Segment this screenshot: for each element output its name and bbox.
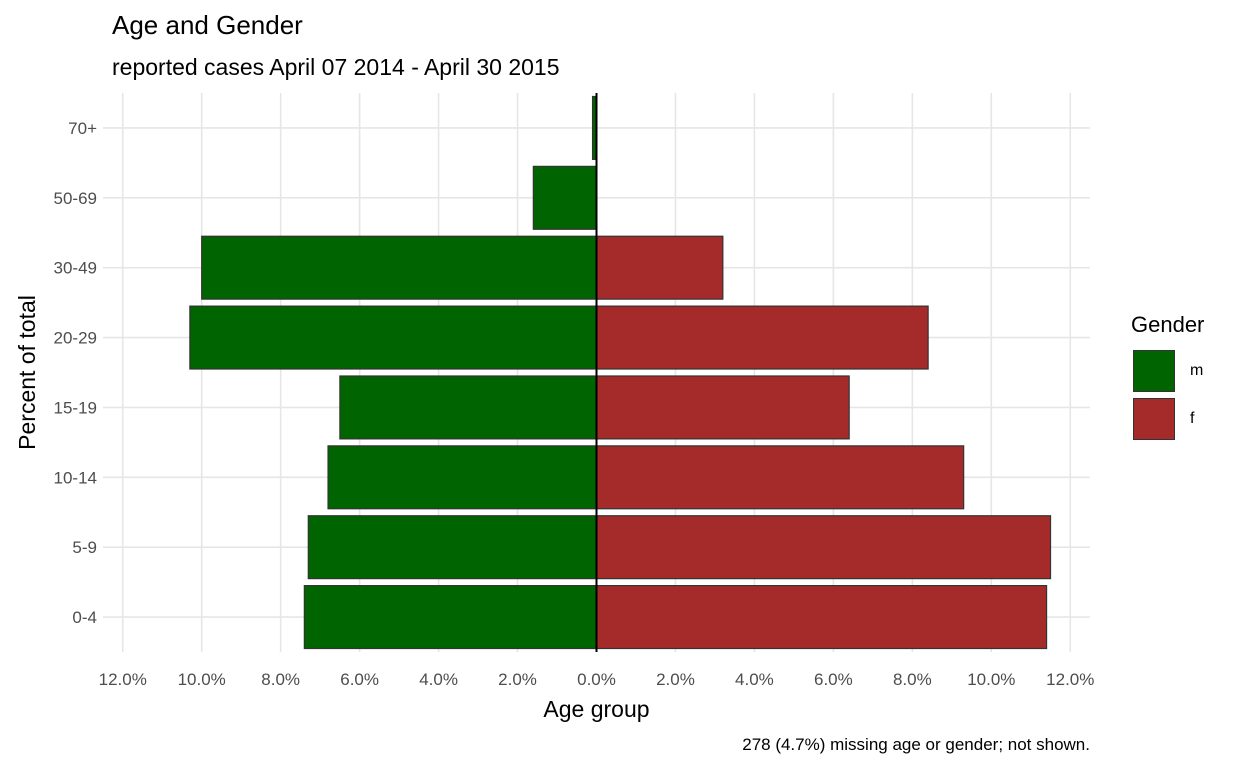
bar-m-20-29 [189, 305, 598, 370]
y-tick-label: 5-9 [72, 538, 97, 557]
x-tick-label: 10.0% [967, 670, 1015, 689]
bar-f-30-49 [595, 235, 724, 300]
bar-m-50-69 [532, 165, 598, 230]
legend-label-m: m [1190, 362, 1204, 379]
y-axis-title: Percent of total [14, 295, 40, 450]
x-tick-label: 8.0% [893, 670, 932, 689]
legend-item-f: f [1133, 398, 1194, 440]
y-tick-label: 30-49 [54, 259, 97, 278]
y-tick-label: 10-14 [54, 468, 97, 487]
y-tick-label: 70+ [68, 119, 97, 138]
x-tick-label: 12.0% [99, 670, 147, 689]
bar-m-15-19 [339, 375, 598, 440]
x-axis-title: Age group [543, 696, 649, 722]
bar-f-10-14 [595, 445, 965, 510]
bar-f-5-9 [595, 515, 1052, 580]
x-tick-label: 8.0% [261, 670, 300, 689]
chart-title: Age and Gender [112, 10, 303, 40]
bar-m-5-9 [307, 515, 598, 580]
legend-swatch-f [1133, 398, 1175, 440]
y-tick-label: 20-29 [54, 329, 97, 348]
y-tick-label: 0-4 [72, 608, 97, 627]
bar-f-15-19 [595, 375, 850, 440]
y-tick-label: 15-19 [54, 398, 97, 417]
x-tick-label: 2.0% [498, 670, 537, 689]
legend-item-m: m [1133, 350, 1203, 392]
bar-f-0-4 [595, 585, 1048, 650]
x-tick-label: 10.0% [178, 670, 226, 689]
chart-subtitle: reported cases April 07 2014 - April 30 … [112, 54, 560, 80]
x-tick-label: 0.0% [577, 670, 616, 689]
y-tick-label: 50-69 [54, 189, 97, 208]
x-tick-label: 4.0% [419, 670, 458, 689]
chart-caption: 278 (4.7%) missing age or gender; not sh… [742, 735, 1090, 754]
x-tick-label: 12.0% [1046, 670, 1094, 689]
bar-m-10-14 [327, 445, 598, 510]
bar-m-0-4 [303, 585, 598, 650]
x-tick-label: 4.0% [735, 670, 774, 689]
bar-f-20-29 [595, 305, 929, 370]
bar-m-30-49 [201, 235, 598, 300]
x-tick-label: 6.0% [340, 670, 379, 689]
legend-swatch-m [1133, 350, 1175, 392]
x-tick-label: 6.0% [814, 670, 853, 689]
legend-title: Gender [1131, 312, 1205, 337]
legend-label-f: f [1190, 410, 1195, 427]
x-tick-label: 2.0% [656, 670, 695, 689]
